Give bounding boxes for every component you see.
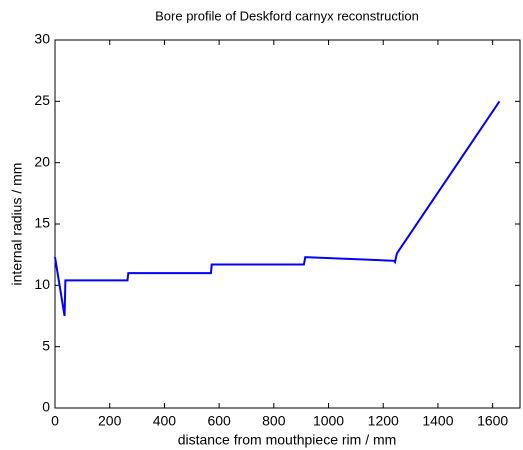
y-tick-label: 30	[34, 31, 50, 47]
plot-area	[54, 39, 521, 409]
y-tick-label: 20	[34, 153, 50, 169]
y-tick-label: 15	[34, 215, 50, 231]
chart-title: Bore profile of Deskford carnyx reconstr…	[155, 8, 419, 23]
x-tick-label: 600	[207, 413, 231, 429]
y-tick-label: 25	[34, 92, 50, 108]
y-tick-label: 0	[42, 399, 50, 415]
y-tick-label: 5	[42, 337, 50, 353]
x-tick-label: 1200	[368, 413, 399, 429]
y-axis-label: internal radius / mm	[9, 163, 25, 286]
x-tick-label: 1600	[477, 413, 508, 429]
y-tick-label: 10	[34, 276, 50, 292]
x-tick-label: 0	[51, 413, 59, 429]
data-line	[54, 100, 501, 317]
x-tick-label: 1400	[422, 413, 453, 429]
x-tick-label: 400	[153, 413, 177, 429]
x-tick-label: 800	[262, 413, 286, 429]
x-axis-label: distance from mouthpiece rim / mm	[178, 432, 397, 448]
x-tick-label: 1000	[313, 413, 344, 429]
x-tick-label: 200	[98, 413, 122, 429]
